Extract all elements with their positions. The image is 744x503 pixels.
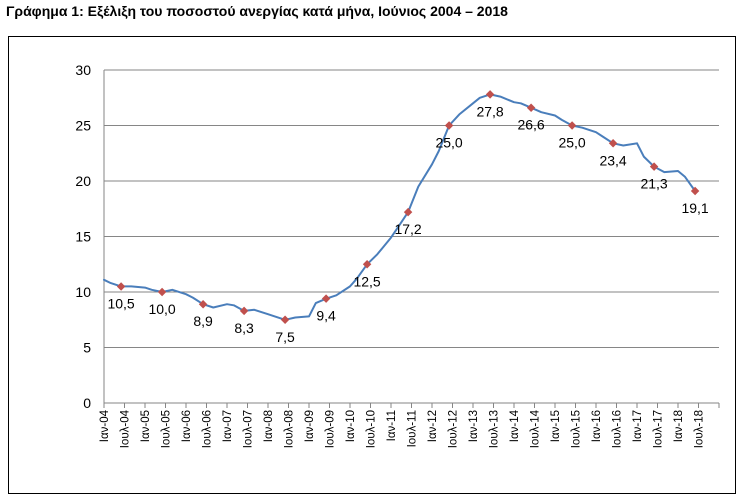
x-tick-label: Ιουλ-16 [612, 410, 624, 448]
chart-title: Γράφημα 1: Εξέλιξη του ποσοστού ανεργίας… [6, 3, 508, 19]
data-label: 12,5 [353, 273, 380, 289]
y-tick-label: 0 [83, 395, 91, 411]
x-tick-label: Ιουλ-07 [243, 410, 255, 448]
x-tick-label: Ιουλ-08 [284, 410, 296, 448]
x-tick-label: Ιαν-13 [468, 410, 480, 442]
y-tick-label: 10 [75, 284, 91, 300]
data-point-marker [485, 90, 495, 99]
data-label: 19,1 [681, 200, 708, 216]
x-tick-label: Ιουλ-09 [325, 410, 337, 448]
x-tick-label: Ιαν-08 [263, 410, 275, 442]
gridlines [104, 69, 719, 348]
x-tick-label: Ιουλ-14 [530, 409, 542, 448]
x-tick-label: Ιαν-15 [550, 410, 562, 442]
x-tick-label: Ιουλ-18 [694, 410, 706, 448]
x-tick-label: Ιουλ-10 [366, 410, 378, 448]
x-tick-label: Ιαν-04 [99, 409, 111, 442]
x-tick-label: Ιαν-10 [345, 410, 357, 442]
data-point-marker [403, 207, 413, 217]
data-label: 23,4 [599, 152, 626, 168]
data-point-marker [567, 121, 577, 130]
data-label: 25,0 [435, 135, 462, 151]
x-tick-label: Ιαν-17 [632, 410, 644, 442]
y-tick-label: 30 [75, 62, 91, 78]
x-tick-label: Ιουλ-15 [571, 410, 583, 448]
x-tick-label: Ιαν-16 [591, 410, 603, 442]
y-tick-label: 5 [83, 340, 91, 356]
x-tick-label: Ιαν-18 [673, 410, 685, 442]
data-point-marker [444, 121, 454, 130]
data-label: 21,3 [640, 176, 667, 192]
data-point-marker [280, 315, 290, 324]
data-point-marker [362, 260, 372, 269]
x-tick-label: Ιαν-14 [509, 409, 521, 442]
data-label: 10,0 [148, 301, 175, 317]
data-point-marker [239, 306, 249, 316]
x-tick-label: Ιαν-11 [386, 410, 398, 441]
data-label: 27,8 [476, 103, 503, 119]
data-label: 17,2 [394, 221, 421, 237]
data-label: 26,6 [517, 117, 544, 133]
data-point-marker [321, 294, 331, 303]
x-axis-ticks: Ιαν-04 Ιουλ-04 Ιαν-05 Ιουλ-05 Ιαν-06 Ιουλ-06 Ι… [99, 409, 706, 448]
y-tick-label: 20 [75, 173, 91, 189]
series [103, 93, 697, 321]
data-label: 25,0 [558, 135, 585, 151]
data-point-marker [157, 287, 167, 297]
data-labels: 10,5 10,0 8,9 8,3 7,5 9,4 12,5 17,2 25,0 27,8 26,6… [107, 103, 708, 344]
y-axis-ticks: 0 5 10 15 20 25 30 [75, 62, 91, 411]
unemployment-rate-line [103, 93, 697, 321]
data-point-marker [116, 282, 126, 291]
x-tick-label: Ιαν-12 [427, 410, 439, 442]
x-tick-label: Ιαν-07 [222, 410, 234, 442]
x-tick-label: Ιουλ-11 [407, 410, 419, 447]
x-tick-label: Ιουλ-12 [448, 410, 460, 448]
x-tick-label: Ιουλ-13 [489, 410, 501, 448]
axes [103, 70, 720, 408]
chart-frame [8, 36, 736, 494]
x-tick-label: Ιαν-09 [304, 410, 316, 442]
x-tick-label: Ιουλ-05 [161, 410, 173, 448]
data-label: 8,9 [193, 313, 213, 329]
data-point-marker [526, 103, 536, 112]
x-tick-label: Ιουλ-06 [202, 410, 214, 448]
data-label: 10,5 [107, 295, 134, 311]
x-tick-label: Ιαν-06 [181, 410, 193, 442]
data-label: 8,3 [234, 320, 254, 336]
data-label: 9,4 [316, 308, 336, 324]
y-tick-label: 15 [75, 229, 91, 245]
y-tick-label: 25 [75, 118, 91, 134]
data-label: 7,5 [275, 329, 295, 345]
x-tick-label: Ιουλ-17 [653, 410, 665, 448]
x-tick-label: Ιουλ-04 [120, 409, 132, 448]
data-point-marker [198, 299, 208, 309]
x-tick-label: Ιαν-05 [140, 410, 152, 442]
